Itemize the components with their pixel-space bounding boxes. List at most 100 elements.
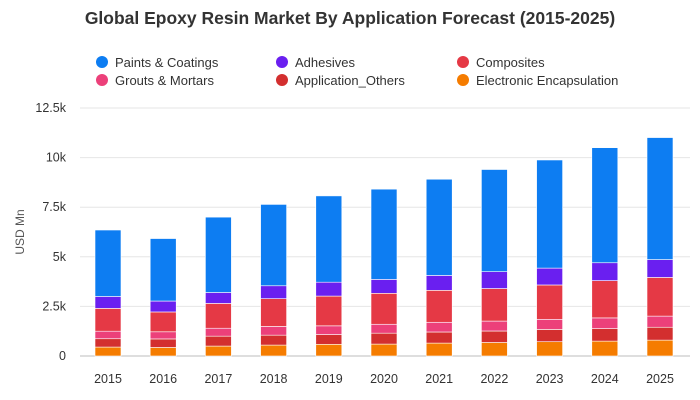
legend-swatch [457, 56, 469, 68]
x-tick-label: 2020 [370, 372, 398, 386]
bar-segment [536, 159, 563, 269]
bar-segment [591, 317, 619, 329]
x-tick-label: 2018 [260, 372, 288, 386]
bar-segment [536, 284, 563, 320]
bar-segment [591, 147, 619, 264]
bar-segment [425, 178, 453, 276]
bar-segment [149, 300, 177, 313]
bar-segment [646, 137, 674, 260]
bar-segment [481, 342, 508, 357]
bar-segment [260, 298, 287, 327]
x-tick-label: 2016 [149, 372, 177, 386]
legend-label: Paints & Coatings [115, 54, 219, 70]
bar-segment [370, 188, 398, 280]
x-tick-label: 2022 [480, 372, 508, 386]
y-tick-label: 10k [46, 151, 67, 165]
legend-label: Adhesives [295, 54, 355, 70]
bar-segment [94, 296, 122, 309]
legend-item[interactable]: Composites [457, 53, 545, 71]
bar-segment [315, 325, 343, 335]
legend-label: Grouts & Mortars [115, 72, 214, 88]
bar-segment [425, 321, 453, 333]
legend-label: Electronic Encapsulation [476, 72, 619, 88]
bar-segment [149, 331, 177, 340]
bar-segment [94, 346, 122, 357]
bar-segment [94, 229, 122, 297]
bar-segment [646, 315, 674, 328]
bar-segment [315, 281, 343, 297]
x-tick-label: 2017 [204, 372, 232, 386]
bar-segment [536, 267, 563, 286]
bar-segment [425, 290, 453, 323]
x-tick-label: 2024 [591, 372, 619, 386]
bar-segment [646, 326, 674, 341]
bar-segment [205, 345, 232, 357]
y-tick-label: 5k [53, 250, 67, 264]
bar-segment [591, 262, 619, 281]
legend-swatch [276, 56, 288, 68]
bar-segment [260, 334, 287, 346]
x-tick-label: 2021 [425, 372, 453, 386]
y-tick-label: 2.5k [42, 299, 66, 313]
bar-segment [481, 271, 508, 289]
bar-segment [646, 259, 674, 278]
bar-segment [94, 338, 122, 348]
bar-segment [205, 292, 232, 304]
bar-segment [591, 328, 619, 342]
bar-segment [536, 329, 563, 343]
bar-segment [370, 323, 398, 334]
x-tick-label: 2015 [94, 372, 122, 386]
bar-segment [425, 275, 453, 291]
bar-segment [149, 338, 177, 348]
bar-segment [149, 238, 177, 302]
legend-item[interactable]: Application_Others [276, 71, 405, 89]
bar-segment [646, 277, 674, 317]
bar-segment [315, 295, 343, 327]
bar-segment [260, 285, 287, 299]
legend-swatch [96, 74, 108, 86]
legend-item[interactable]: Adhesives [276, 53, 355, 71]
x-tick-label: 2019 [315, 372, 343, 386]
legend-label: Application_Others [295, 72, 405, 88]
bar-segment [205, 303, 232, 329]
bar-segment [315, 343, 343, 357]
bar-segment [481, 288, 508, 322]
legend-swatch [276, 74, 288, 86]
bar-segment [260, 326, 287, 336]
bar-segment [149, 347, 177, 357]
bar-segment [315, 195, 343, 283]
bar-segment [425, 331, 453, 344]
bar-segment [205, 216, 232, 293]
bar-segment [370, 332, 398, 345]
legend-swatch [96, 56, 108, 68]
legend-label: Composites [476, 54, 545, 70]
bar-segment [94, 330, 122, 340]
bar-segment [205, 327, 232, 337]
x-tick-label: 2025 [646, 372, 674, 386]
bar-segment [370, 343, 398, 357]
bar-segment [591, 280, 619, 319]
y-tick-label: 12.5k [35, 101, 66, 115]
legend-swatch [457, 74, 469, 86]
bar-segment [94, 308, 122, 332]
bar-segment [481, 320, 508, 332]
bar-segment [260, 204, 287, 287]
bar-segment [591, 340, 619, 357]
bar-segment [260, 344, 287, 357]
bar-segment [425, 342, 453, 357]
chart-title: Global Epoxy Resin Market By Application… [84, 8, 616, 28]
legend-item[interactable]: Electronic Encapsulation [457, 71, 618, 89]
legend-item[interactable]: Paints & Coatings [96, 53, 218, 71]
bar-segment [536, 318, 563, 330]
x-tick-label: 2023 [536, 372, 564, 386]
bar-segment [205, 335, 232, 347]
legend-item[interactable]: Grouts & Mortars [96, 71, 214, 89]
y-tick-label: 7.5k [42, 200, 66, 214]
bar-segment [370, 279, 398, 294]
y-tick-label: 0 [59, 349, 66, 363]
bar-segment [370, 293, 398, 325]
bar-segment [315, 334, 343, 345]
y-axis-title: USD Mn [13, 209, 27, 254]
bar-segment [646, 339, 674, 357]
